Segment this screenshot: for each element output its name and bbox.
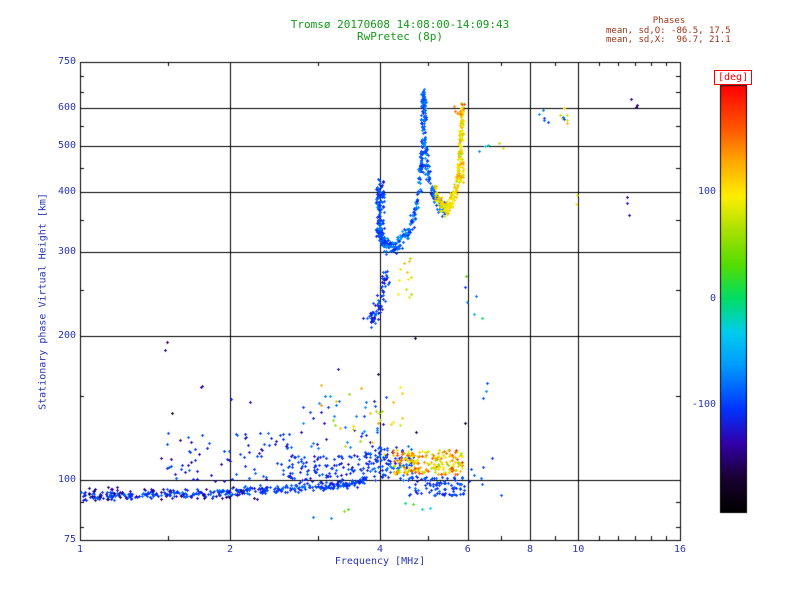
y-tick-label: 200 <box>57 330 76 342</box>
colorbar-units-label: [deg] <box>714 70 753 85</box>
y-tick-label: 500 <box>57 140 76 152</box>
phase-stats-x-mode: mean, sd,X: 96.7, 21.1 <box>606 35 731 45</box>
phase-stats-o-mode: mean, sd,O: -86.5, 17.5 <box>606 26 731 36</box>
y-tick-label: 100 <box>57 474 76 486</box>
y-tick-label: 750 <box>57 56 76 67</box>
y-axis-label: Stationary phase Virtual Height [km] <box>37 193 49 410</box>
phase-stats-header: Phases <box>652 16 686 26</box>
y-tick-label: 600 <box>57 102 76 114</box>
y-tick-label: 400 <box>57 186 76 198</box>
x-tick-label: 4 <box>376 544 384 555</box>
x-tick-label: 16 <box>673 544 687 555</box>
x-tick-label: 2 <box>226 544 234 555</box>
x-axis-label: Frequency [MHz] <box>334 556 426 567</box>
plot-title: Tromsø 20170608 14:08:00-14:09:43 <box>290 18 510 31</box>
colorbar-tick-label: 100 <box>697 185 716 197</box>
x-tick-label: 1 <box>76 544 84 555</box>
x-tick-label: 6 <box>464 544 471 555</box>
plot-subtitle: RwPretec (8p) <box>356 30 444 43</box>
x-tick-label: 8 <box>526 544 534 555</box>
x-tick-label: 10 <box>572 544 585 555</box>
y-tick-label: 300 <box>57 246 76 258</box>
colorbar-tick-label: -100 <box>691 399 716 411</box>
y-tick-label: 75 <box>63 534 76 545</box>
colorbar-tick-label: 0 <box>709 292 716 304</box>
